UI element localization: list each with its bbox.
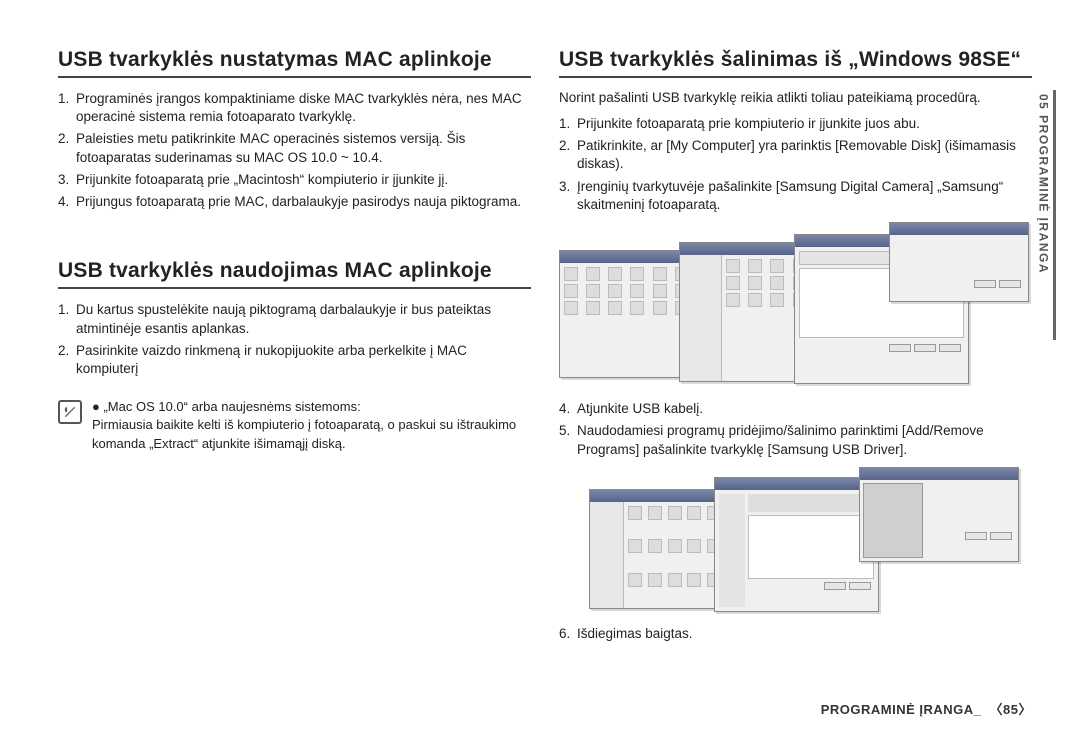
win98-steps-a: 1.Prijunkite fotoaparatą prie kompiuteri… [559, 115, 1032, 214]
footer-label: PROGRAMINĖ ĮRANGA_ [821, 702, 982, 717]
list-item: 6.Išdiegimas baigtas. [559, 625, 1032, 643]
step-text: Programinės įrangos kompaktiniame diske … [76, 91, 522, 124]
list-item: 1.Du kartus spustelėkite naują piktogram… [58, 301, 531, 337]
screenshot-cluster-1 [559, 222, 1032, 392]
intro-text: Norint pašalinti USB tvarkyklę reikia at… [559, 90, 1032, 105]
mac-setup-steps: 1.Programinės įrangos kompaktiniame disk… [58, 90, 531, 211]
fake-window [859, 467, 1019, 562]
step-text: Paleisties metu patikrinkite MAC operaci… [76, 131, 465, 164]
fake-window [559, 250, 699, 378]
step-text: Du kartus spustelėkite naują piktogramą … [76, 302, 491, 335]
page-number: 85 [1003, 702, 1018, 717]
side-tab: 05 PROGRAMINĖ ĮRANGA [1034, 90, 1056, 340]
left-column: USB tvarkyklės nustatymas MAC aplinkoje … [58, 48, 531, 647]
note-bullet: „Mac OS 10.0“ arba naujesnėms sistemoms: [103, 399, 360, 414]
list-item: 1.Prijunkite fotoaparatą prie kompiuteri… [559, 115, 1032, 133]
screenshot-cluster-2 [559, 467, 1032, 617]
fake-window [589, 489, 729, 609]
list-item: 5.Naudodamiesi programų pridėjimo/šalini… [559, 422, 1032, 458]
note-box: ● „Mac OS 10.0“ arba naujesnėms sistemom… [58, 398, 531, 453]
note-text: Pirmiausia baikite kelti iš kompiuterio … [92, 417, 516, 450]
page-footer: PROGRAMINĖ ĮRANGA_ 〈85〉 [821, 699, 1032, 718]
right-column: USB tvarkyklės šalinimas iš „Windows 98S… [559, 48, 1032, 647]
step-text: Įrenginių tvarkytuvėje pašalinkite [Sams… [577, 179, 1003, 212]
step-text: Prijungus fotoaparatą prie MAC, darbalau… [76, 194, 521, 209]
section-title-win98-remove: USB tvarkyklės šalinimas iš „Windows 98S… [559, 48, 1032, 78]
section-title-mac-setup: USB tvarkyklės nustatymas MAC aplinkoje [58, 48, 531, 78]
list-item: 2.Patikrinkite, ar [My Computer] yra par… [559, 137, 1032, 173]
page: USB tvarkyklės nustatymas MAC aplinkoje … [0, 0, 1080, 746]
fake-window [889, 222, 1029, 302]
mac-usage-steps: 1.Du kartus spustelėkite naują piktogram… [58, 301, 531, 378]
step-text: Atjunkite USB kabelį. [577, 401, 703, 416]
list-item: 2.Paleisties metu patikrinkite MAC opera… [58, 130, 531, 166]
step-text: Naudodamiesi programų pridėjimo/šalinimo… [577, 423, 984, 456]
side-tab-label: 05 PROGRAMINĖ ĮRANGA [1037, 90, 1051, 274]
list-item: 1.Programinės įrangos kompaktiniame disk… [58, 90, 531, 126]
list-item: 4.Atjunkite USB kabelį. [559, 400, 1032, 418]
list-item: 4.Prijungus fotoaparatą prie MAC, darbal… [58, 193, 531, 211]
note-icon [58, 400, 82, 424]
step-text: Patikrinkite, ar [My Computer] yra parin… [577, 138, 1016, 171]
list-item: 3.Prijunkite fotoaparatą prie „Macintosh… [58, 171, 531, 189]
note-body: ● „Mac OS 10.0“ arba naujesnėms sistemom… [92, 398, 531, 453]
step-text: Išdiegimas baigtas. [577, 626, 693, 641]
fake-window [714, 477, 879, 612]
list-item: 3.Įrenginių tvarkytuvėje pašalinkite [Sa… [559, 178, 1032, 214]
step-text: Prijunkite fotoaparatą prie kompiuterio … [577, 116, 920, 131]
section-title-mac-usage: USB tvarkyklės naudojimas MAC aplinkoje [58, 259, 531, 289]
step-text: Pasirinkite vaizdo rinkmeną ir nukopijuo… [76, 343, 467, 376]
list-item: 2.Pasirinkite vaizdo rinkmeną ir nukopij… [58, 342, 531, 378]
win98-steps-b: 4.Atjunkite USB kabelį. 5.Naudodamiesi p… [559, 400, 1032, 459]
step-text: Prijunkite fotoaparatą prie „Macintosh“ … [76, 172, 448, 187]
two-column-layout: USB tvarkyklės nustatymas MAC aplinkoje … [58, 48, 1032, 647]
win98-steps-c: 6.Išdiegimas baigtas. [559, 625, 1032, 643]
